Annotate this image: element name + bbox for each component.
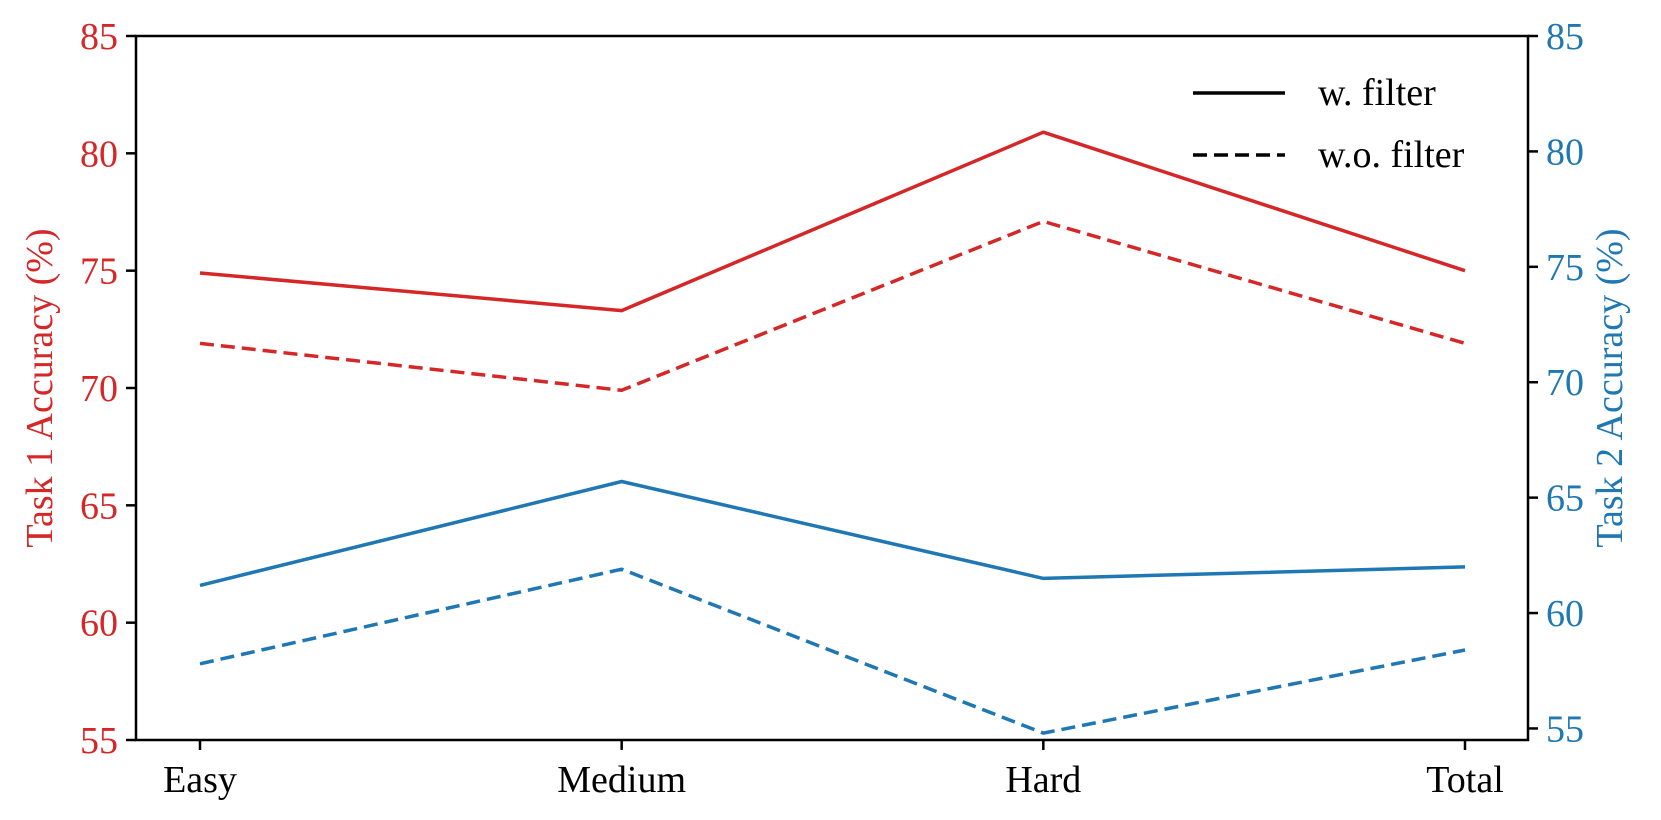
right-y-tick-label: 80: [1546, 131, 1584, 173]
left-y-tick-label: 85: [80, 16, 118, 58]
right-y-tick-label: 55: [1546, 708, 1584, 750]
right-y-tick-label: 75: [1546, 247, 1584, 289]
legend-label: w.o. filter: [1318, 134, 1465, 176]
right-y-tick-label: 60: [1546, 593, 1584, 635]
series-layer: [199, 130, 1466, 735]
left-y-tick-label: 55: [80, 720, 118, 762]
x-tick-label: Easy: [163, 759, 237, 801]
x-tick-label: Hard: [1005, 759, 1081, 801]
left-y-tick-label: 60: [80, 603, 118, 645]
right-y-axis: 55 60 65 70 75 80 85: [1528, 16, 1584, 750]
left-y-tick-label: 75: [80, 251, 118, 293]
series-line-right-dashed: [199, 567, 1466, 735]
left-y-tick-label: 80: [80, 133, 118, 175]
right-y-tick-label: 70: [1546, 362, 1584, 404]
legend: w. filter w.o. filter: [1193, 72, 1465, 176]
series-line-left-dashed: [199, 219, 1466, 393]
series-line-right-solid: [199, 479, 1466, 588]
legend-label: w. filter: [1318, 72, 1436, 114]
series-line-left-solid: [199, 130, 1466, 313]
right-y-axis-title: Task 2 Accuracy (%): [1589, 228, 1631, 547]
right-y-tick-label: 65: [1546, 478, 1584, 520]
left-y-tick-label: 65: [80, 485, 118, 527]
left-y-axis: 55 60 65 70 75 80 85: [80, 16, 136, 762]
x-tick-label: Medium: [557, 759, 686, 801]
x-axis: Easy Medium Hard Total: [163, 740, 1504, 801]
right-y-tick-label: 85: [1546, 16, 1584, 58]
left-y-axis-title: Task 1 Accuracy (%): [19, 228, 61, 547]
left-y-tick-label: 70: [80, 368, 118, 410]
x-tick-label: Total: [1426, 759, 1504, 801]
